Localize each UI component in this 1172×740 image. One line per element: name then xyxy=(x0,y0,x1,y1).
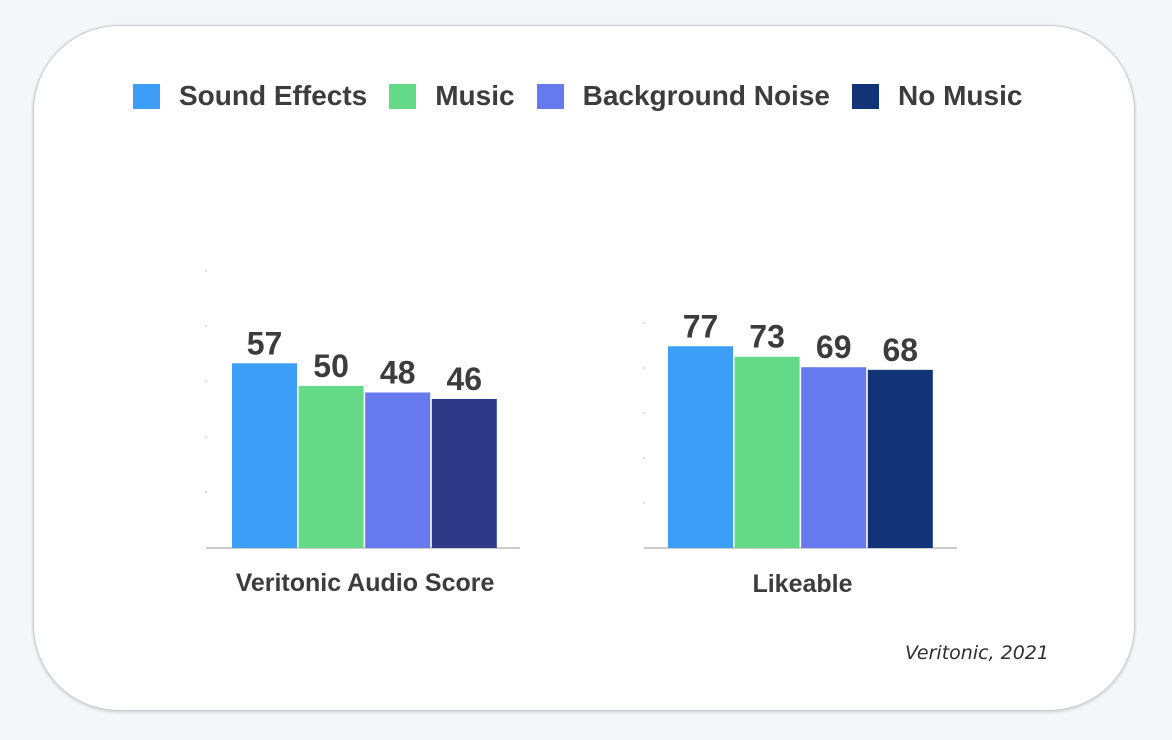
chart-card xyxy=(33,25,1135,711)
legend-label-music: Music xyxy=(435,80,515,111)
value-label-likeable-sound-effects: 77 xyxy=(683,308,719,344)
legend-label-sound-effects: Sound Effects xyxy=(179,80,368,111)
bar-veritonic-audio-score-background-noise xyxy=(365,392,431,548)
bar-likeable-sound-effects xyxy=(668,346,733,548)
legend-label-no-music: No Music xyxy=(897,80,1023,111)
value-label-likeable-no-music: 68 xyxy=(883,332,919,368)
value-label-likeable-music: 73 xyxy=(749,319,785,355)
legend-item-no-music: No Music xyxy=(851,80,1023,112)
legend-item-music: Music xyxy=(389,80,515,112)
source-citation: Veritonic, 2021 xyxy=(905,642,1049,664)
category-label-veritonic-audio-score: Veritonic Audio Score xyxy=(236,569,495,597)
value-label-veritonic-audio-score-no-music: 46 xyxy=(447,361,483,397)
bar-likeable-music xyxy=(734,356,800,548)
value-label-veritonic-audio-score-music: 50 xyxy=(313,348,349,384)
legend-swatch-background-noise xyxy=(536,83,564,109)
value-label-veritonic-audio-score-sound-effects: 57 xyxy=(247,325,283,361)
legend: Sound Effects Music Background Noise No … xyxy=(133,78,1044,114)
legend-swatch-sound-effects xyxy=(133,83,160,109)
legend-swatch-music xyxy=(389,83,417,109)
bar-likeable-no-music xyxy=(867,369,933,548)
bar-veritonic-audio-score-sound-effects xyxy=(232,363,297,548)
category-label-likeable: Likeable xyxy=(752,570,852,598)
value-label-likeable-background-noise: 69 xyxy=(816,329,852,365)
bar-likeable-background-noise xyxy=(801,367,867,548)
legend-item-background-noise: Background Noise xyxy=(536,80,830,112)
legend-item-sound-effects: Sound Effects xyxy=(133,80,367,112)
bar-veritonic-audio-score-no-music xyxy=(431,398,497,548)
value-label-veritonic-audio-score-background-noise: 48 xyxy=(380,354,416,390)
legend-swatch-no-music xyxy=(851,83,879,109)
legend-label-background-noise: Background Noise xyxy=(582,80,830,111)
bar-veritonic-audio-score-music xyxy=(298,386,364,548)
